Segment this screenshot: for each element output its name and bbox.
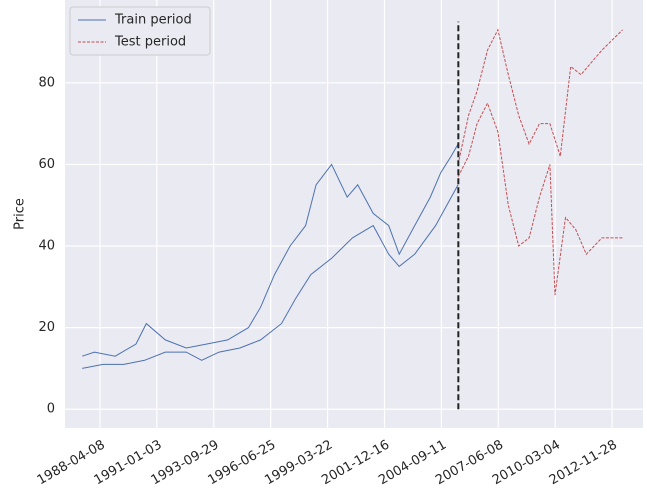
- y-tick-label: 60: [38, 157, 55, 172]
- y-tick-label: 20: [38, 320, 55, 335]
- y-axis-label: Price: [13, 198, 28, 230]
- legend-label: Train period: [114, 13, 192, 28]
- y-tick-label: 0: [47, 402, 55, 417]
- plot-area: [65, 0, 643, 428]
- y-tick-label: 40: [38, 239, 55, 254]
- line-series: [82, 143, 459, 369]
- y-tick-label: 80: [38, 75, 55, 90]
- legend-label: Test period: [114, 35, 186, 50]
- line-series: [457, 28, 623, 296]
- legend-box: [69, 6, 211, 56]
